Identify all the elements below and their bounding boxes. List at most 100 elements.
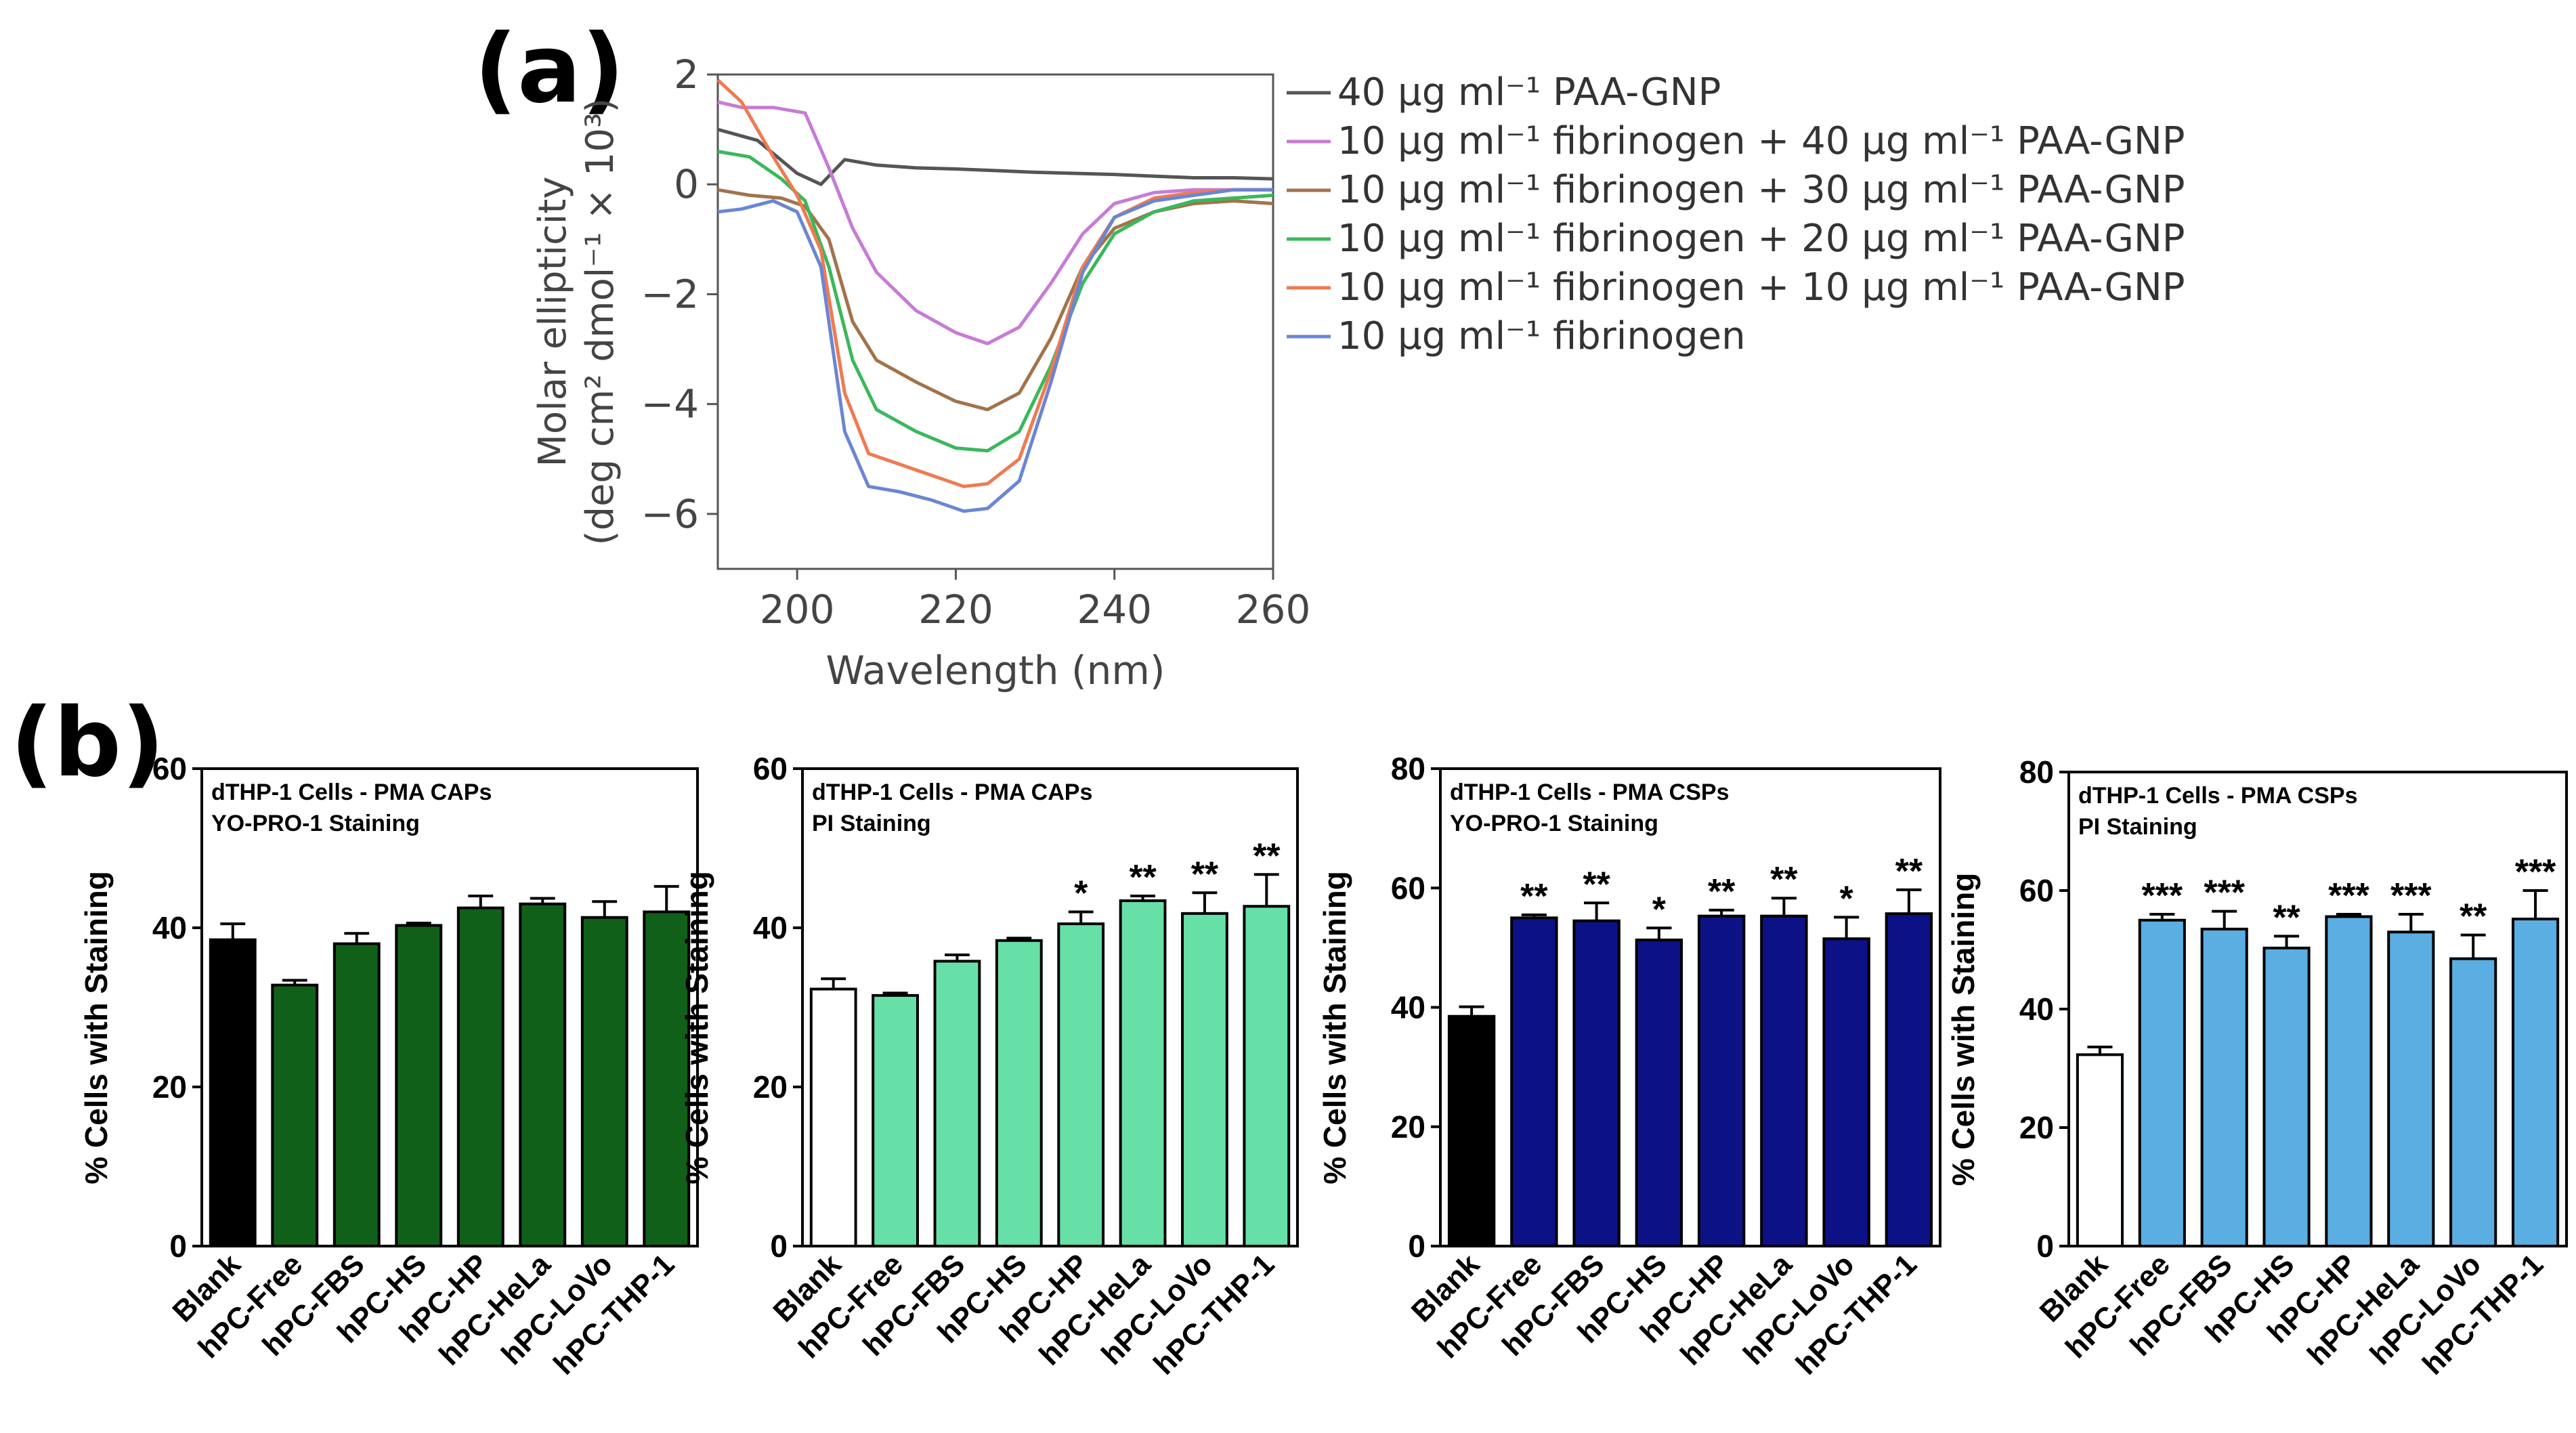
significance-mark-7: ***	[2515, 853, 2556, 892]
significance-mark-2: **	[1583, 865, 1610, 904]
significance-mark-5: **	[1129, 858, 1157, 897]
y-tick-label: 20	[152, 1069, 187, 1105]
y-tick-label: −4	[641, 381, 700, 427]
bar-5	[2387, 931, 2435, 1247]
series-line-1	[717, 100, 1273, 345]
y-tick-label: 40	[152, 910, 187, 945]
significance-mark-4: ***	[2328, 876, 2369, 916]
chart-title-line1: dTHP-1 Cells - PMA CSPs	[1450, 779, 1729, 805]
y-tick-label: 0	[169, 1228, 187, 1264]
y-tick-label: 40	[2019, 991, 2054, 1027]
bar-6	[1181, 912, 1228, 1247]
y-tick-label: 0	[770, 1228, 788, 1264]
bar-6	[580, 916, 628, 1247]
y-axis-title: % Cells with Staining	[679, 871, 714, 1184]
chart-title-line2: PI Staining	[2078, 814, 2197, 840]
significance-mark-7: **	[1253, 836, 1281, 876]
chart-title-line1: dTHP-1 Cells - PMA CSPs	[2078, 783, 2357, 809]
bar-2	[1572, 919, 1620, 1247]
significance-mark-1: ***	[2141, 876, 2183, 916]
significance-mark-3: *	[1652, 890, 1667, 929]
significance-mark-7: **	[1895, 852, 1923, 891]
bar-4	[2325, 915, 2373, 1247]
y-tick-label: 20	[753, 1069, 788, 1105]
bar-3	[395, 924, 443, 1247]
bar-7	[2511, 918, 2560, 1247]
significance-mark-2: ***	[2204, 874, 2245, 913]
y-tick-label: −6	[641, 491, 700, 537]
bar-6	[2449, 957, 2497, 1247]
chart-title-line1: dTHP-1 Cells - PMA CAPs	[211, 779, 492, 805]
legend-label-5: 10 μg ml⁻¹ fibrinogen	[1337, 314, 1746, 358]
y-tick-label: 60	[152, 751, 187, 786]
significance-mark-5: **	[1770, 860, 1798, 899]
bar-0	[1447, 1014, 1496, 1247]
bar-3	[995, 939, 1043, 1248]
significance-mark-1: **	[1520, 877, 1548, 916]
bar-4	[1697, 914, 1746, 1247]
bar-2	[933, 960, 981, 1247]
bar-3	[1635, 938, 1683, 1247]
chart-title-line2: YO-PRO-1 Staining	[211, 811, 420, 836]
y-axis-title: % Cells with Staining	[79, 871, 114, 1184]
y-tick-label: 20	[2019, 1110, 2054, 1145]
x-tick-label: 240	[1077, 586, 1152, 633]
y-tick-label: 40	[753, 910, 788, 945]
bar-5	[519, 902, 567, 1247]
bar-2	[332, 942, 381, 1247]
y-tick-label: 80	[1391, 751, 1425, 786]
y-axis-title-line2: (deg cm² dmol⁻¹ × 10³)	[578, 98, 622, 546]
legend-label-3: 10 μg ml⁻¹ fibrinogen + 20 μg ml⁻¹ PAA-G…	[1337, 217, 2185, 261]
significance-mark-5: ***	[2390, 876, 2432, 916]
bar-6	[1822, 937, 1870, 1247]
bar-4	[456, 906, 505, 1247]
y-axis-title-line1: Molar ellipticity	[531, 177, 575, 467]
bar-5	[1760, 914, 1808, 1247]
significance-mark-6: **	[1191, 855, 1219, 894]
bar-7	[1885, 912, 1933, 1248]
series-line-3	[717, 150, 1274, 453]
legend-label-4: 10 μg ml⁻¹ fibrinogen + 10 μg ml⁻¹ PAA-G…	[1337, 265, 2185, 309]
bar-1	[1510, 916, 1558, 1247]
bar-0	[2076, 1053, 2124, 1247]
bar-5	[1119, 899, 1167, 1248]
x-axis-title: Wavelength (nm)	[825, 647, 1165, 693]
series-line-4	[716, 79, 1273, 488]
significance-mark-6: **	[2460, 897, 2487, 937]
y-tick-label: 80	[2019, 754, 2054, 790]
y-axis-title: % Cells with Staining	[1317, 871, 1352, 1184]
bar-1	[271, 983, 319, 1247]
bar-1	[872, 993, 919, 1247]
y-axis-title: % Cells with Staining	[1946, 873, 1981, 1186]
significance-mark-4: **	[1708, 872, 1736, 912]
y-tick-label: 20	[1391, 1109, 1425, 1145]
legend-label-0: 40 μg ml⁻¹ PAA-GNP	[1337, 70, 1721, 114]
y-tick-label: 0	[674, 161, 699, 207]
y-tick-label: 60	[1391, 870, 1425, 905]
x-tick-label: 260	[1236, 586, 1311, 633]
panel-label-b: (b)	[10, 688, 165, 798]
panel-label-a: (a)	[474, 14, 624, 125]
y-tick-label: 60	[753, 751, 788, 786]
y-tick-label: 40	[1391, 990, 1425, 1025]
significance-mark-3: **	[2273, 898, 2300, 937]
y-tick-label: 0	[1408, 1228, 1425, 1264]
chart-title-line1: dTHP-1 Cells - PMA CAPs	[812, 779, 1092, 805]
chart-a-cd-spectra: 200 220 240 260 2 0 −2 −4 −6 Wavelength (nm) Molar…	[531, 51, 2185, 693]
legend-label-2: 10 μg ml⁻¹ fibrinogen + 30 μg ml⁻¹ PAA-G…	[1337, 168, 2185, 212]
bar-1	[2138, 918, 2186, 1247]
y-tick-label: 60	[2019, 873, 2054, 908]
bar-4	[1057, 922, 1105, 1247]
plot-frame	[801, 767, 1299, 1247]
bar-2	[2200, 927, 2248, 1247]
y-tick-label: 0	[2036, 1228, 2054, 1264]
chart-title-line2: YO-PRO-1 Staining	[1450, 811, 1658, 836]
x-tick-label: 200	[760, 586, 835, 633]
chart-title-line2: PI Staining	[812, 811, 931, 836]
bar-3	[2262, 946, 2311, 1247]
bar-0	[809, 987, 857, 1247]
series-line-0	[717, 127, 1274, 186]
x-tick-label: 220	[918, 586, 993, 633]
bar-7	[1243, 905, 1291, 1248]
